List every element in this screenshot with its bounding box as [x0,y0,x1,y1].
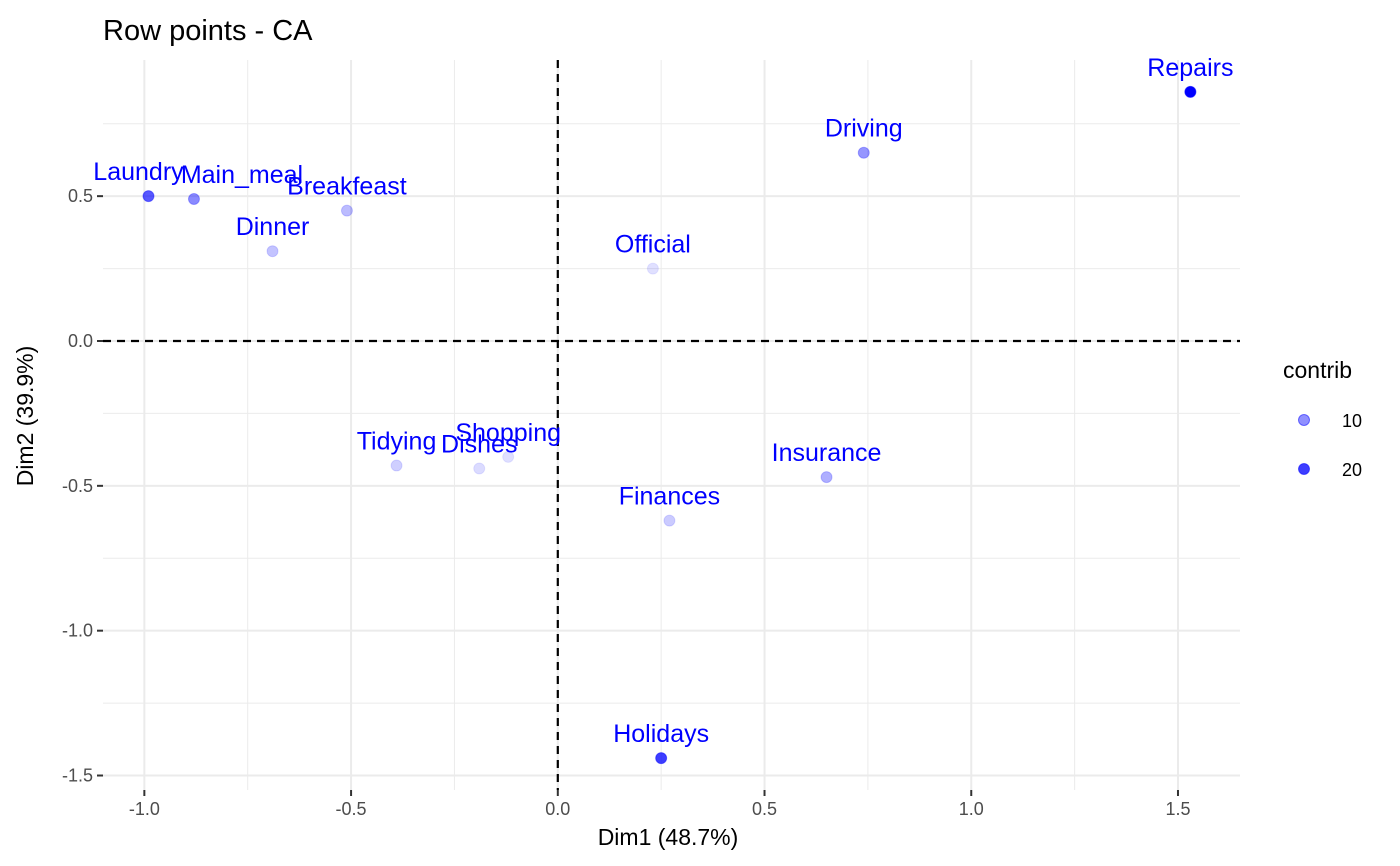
point-label-driving: Driving [825,115,903,143]
point-label-laundry: Laundry [93,158,184,186]
x-tick-label: -0.5 [336,799,367,819]
reference-lines [103,60,1240,790]
minor-gridlines [103,60,1240,790]
data-point-finances [663,514,676,527]
point-label-insurance: Insurance [772,439,882,467]
legend-label-10: 10 [1342,411,1362,431]
y-axis-title: Dim2 (39.9%) [12,346,38,487]
data-point-main-meal [187,193,200,206]
data-point-tidying [390,459,403,472]
y-tick-label: 0.0 [68,331,93,351]
point-label-breakfeast: Breakfeast [287,173,407,201]
data-point-dinner [266,245,279,258]
point-label-shopping: Shopping [455,419,561,447]
x-tick-label: 0.0 [545,799,570,819]
data-points [142,85,1197,765]
legend-key-20 [1298,463,1310,475]
point-label-dishes: Dishes [441,430,517,458]
point-label-repairs: Repairs [1147,54,1233,82]
data-point-breakfeast [340,204,353,217]
y-tick-label: -1.0 [62,621,93,641]
legend-label-20: 20 [1342,460,1362,480]
point-label-tidying: Tidying [357,428,437,456]
data-point-dishes [473,462,486,475]
x-tick-label: 0.5 [752,799,777,819]
x-tick-label: 1.0 [959,799,984,819]
y-tick-label: -0.5 [62,476,93,496]
data-point-official [646,262,659,275]
point-label-holidays: Holidays [613,720,709,748]
x-axis-title: Dim1 (48.7%) [598,824,739,850]
x-tick-label: 1.5 [1165,799,1190,819]
point-label-main-meal: Main_meal [181,161,303,189]
data-point-laundry [142,190,155,203]
legend: contrib 10 20 [1283,357,1362,480]
x-axis-ticks: -1.0 -0.5 0.0 0.5 1.0 1.5 [129,790,1190,819]
legend-title: contrib [1283,357,1352,383]
data-point-shopping [502,450,515,463]
x-tick-label: -1.0 [129,799,160,819]
legend-key-10 [1298,414,1310,426]
point-label-dinner: Dinner [236,213,310,241]
point-label-finances: Finances [619,483,720,511]
chart-title: Row points - CA [103,15,313,47]
data-point-insurance [820,471,833,484]
y-axis-ticks: -1.5 -1.0 -0.5 0.0 0.5 [62,186,103,786]
y-tick-label: -1.5 [62,766,93,786]
data-point-holidays [655,752,668,765]
y-tick-label: 0.5 [68,186,93,206]
data-point-repairs [1184,85,1197,98]
point-label-official: Official [615,231,691,259]
data-point-driving [857,146,870,159]
